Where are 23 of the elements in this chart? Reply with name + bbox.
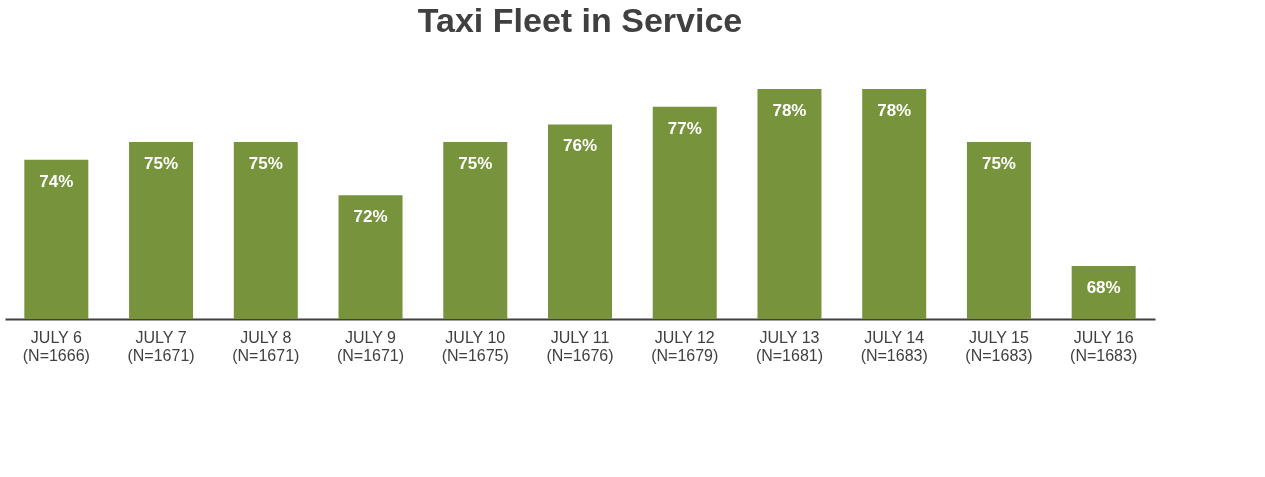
x-tick-label: JULY 12 (N=1679) xyxy=(651,328,719,364)
x-tick-label: JULY 16 (N=1683) xyxy=(1070,328,1138,364)
x-tick-label: JULY 11 (N=1676) xyxy=(546,328,614,364)
data-label: 75% xyxy=(981,154,1016,174)
data-label: 75% xyxy=(144,154,179,174)
data-label: 68% xyxy=(1086,277,1121,297)
x-tick-label: JULY 14 (N=1683) xyxy=(860,328,928,364)
data-label: 76% xyxy=(562,136,598,156)
data-label: 74% xyxy=(39,171,74,191)
data-label: 77% xyxy=(667,118,702,138)
x-tick-label: JULY 13 (N=1681) xyxy=(755,328,824,364)
data-label: 75% xyxy=(458,154,493,174)
x-tick-label: JULY 9 (N=1671) xyxy=(336,328,405,364)
x-tick-label: JULY 10 (N=1675) xyxy=(441,328,509,364)
x-tick-label: JULY 7 (N=1671) xyxy=(127,328,195,364)
data-label: 78% xyxy=(772,101,807,120)
data-label: 78% xyxy=(877,101,912,120)
data-label: 72% xyxy=(353,207,388,227)
chart-title: Taxi Fleet in Service xyxy=(417,1,743,39)
data-label: 75% xyxy=(248,154,283,174)
x-tick-label: JULY 8 (N=1671) xyxy=(232,328,300,364)
x-tick-label: JULY 15 (N=1683) xyxy=(965,328,1033,364)
x-tick-label: JULY 6 (N=1666) xyxy=(22,328,90,364)
